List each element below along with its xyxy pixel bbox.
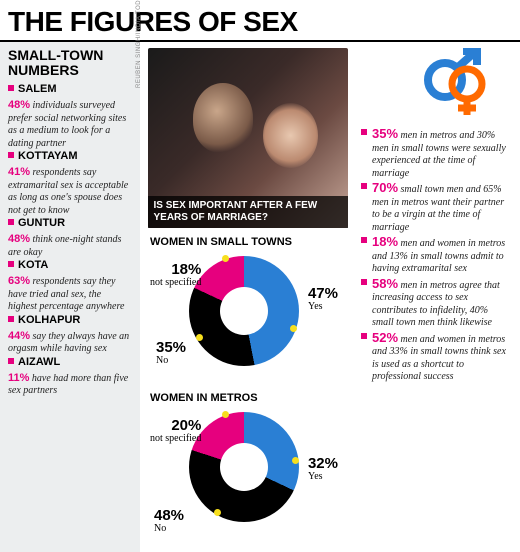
- chart2-no-label: 48% No: [154, 508, 184, 534]
- town-name: KOLHAPUR: [18, 314, 80, 328]
- photo-credit: REUBEN SINGH/INDIA TODAY: [136, 0, 142, 88]
- stat-pct: 70%: [372, 180, 398, 195]
- chart2: 20% not specified 32% Yes 48% No: [144, 412, 344, 542]
- town-pct: 44%: [8, 330, 30, 342]
- chart2-heading: WOMEN IN METROS: [150, 392, 351, 404]
- chart1-heading: WOMEN IN SMALL TOWNS: [150, 236, 351, 248]
- chart1-no-label: 35% No: [156, 340, 186, 366]
- town-pct: 11%: [8, 372, 29, 384]
- town-pct: 48%: [8, 99, 30, 111]
- content-row: SMALL-TOWN NUMBERS SALEM48% individuals …: [0, 42, 520, 552]
- town-item: KOTTAYAM41% respondents say extramarital…: [8, 150, 132, 217]
- town-item: SALEM48% individuals surveyed prefer soc…: [8, 83, 132, 150]
- small-town-column: SMALL-TOWN NUMBERS SALEM48% individuals …: [0, 42, 140, 552]
- stat-pct: 58%: [372, 276, 398, 291]
- stat-pct: 18%: [372, 234, 398, 249]
- gender-symbols-icon: [361, 48, 512, 116]
- stat-item: 70% small town men and 65% men in metros…: [361, 180, 512, 234]
- female-symbol-icon: [452, 69, 482, 115]
- stat-pct: 35%: [372, 126, 398, 141]
- town-name: AIZAWL: [18, 356, 60, 370]
- photo-caption: IS SEX IMPORTANT AFTER A FEW YEARS OF MA…: [148, 196, 348, 228]
- right-column: 35% men in metros and 30% men in small t…: [355, 42, 520, 552]
- photo-block: REUBEN SINGH/INDIA TODAY IS SEX IMPORTAN…: [148, 48, 348, 228]
- town-pct: 41%: [8, 166, 30, 178]
- stat-pct: 52%: [372, 330, 398, 345]
- town-pct: 48%: [8, 233, 30, 245]
- town-item: KOTA63% respondents say they have tried …: [8, 259, 132, 314]
- town-name: KOTTAYAM: [18, 150, 78, 164]
- center-column: REUBEN SINGH/INDIA TODAY IS SEX IMPORTAN…: [140, 42, 355, 552]
- chart2-yes-label: 32% Yes: [308, 456, 338, 482]
- stat-item: 35% men in metros and 30% men in small t…: [361, 126, 512, 180]
- town-name: KOTA: [18, 259, 48, 273]
- chart1-ns-label: 18% not specified: [150, 262, 201, 288]
- chart2-donut: [189, 412, 299, 522]
- town-pct: 63%: [8, 275, 30, 287]
- chart1: 18% not specified 47% Yes 35% No: [144, 256, 344, 386]
- town-item: KOLHAPUR44% say they always have an orga…: [8, 314, 132, 356]
- small-town-heading: SMALL-TOWN NUMBERS: [8, 48, 132, 77]
- town-item: GUNTUR48% think one-night stands are oka…: [8, 217, 132, 259]
- stat-item: 52% men and women in metros and 33% in s…: [361, 330, 512, 384]
- town-item: AIZAWL11% have had more than five sex pa…: [8, 356, 132, 398]
- stat-item: 18% men and women in metros and 13% in s…: [361, 234, 512, 276]
- stat-item: 58% men in metros agree that increasing …: [361, 276, 512, 330]
- town-name: SALEM: [18, 83, 57, 97]
- chart2-ns-label: 20% not specified: [150, 418, 201, 444]
- page-title: THE FIGURES OF SEX: [0, 0, 520, 42]
- town-name: GUNTUR: [18, 217, 65, 231]
- chart1-donut: [189, 256, 299, 366]
- chart1-yes-label: 47% Yes: [308, 286, 338, 312]
